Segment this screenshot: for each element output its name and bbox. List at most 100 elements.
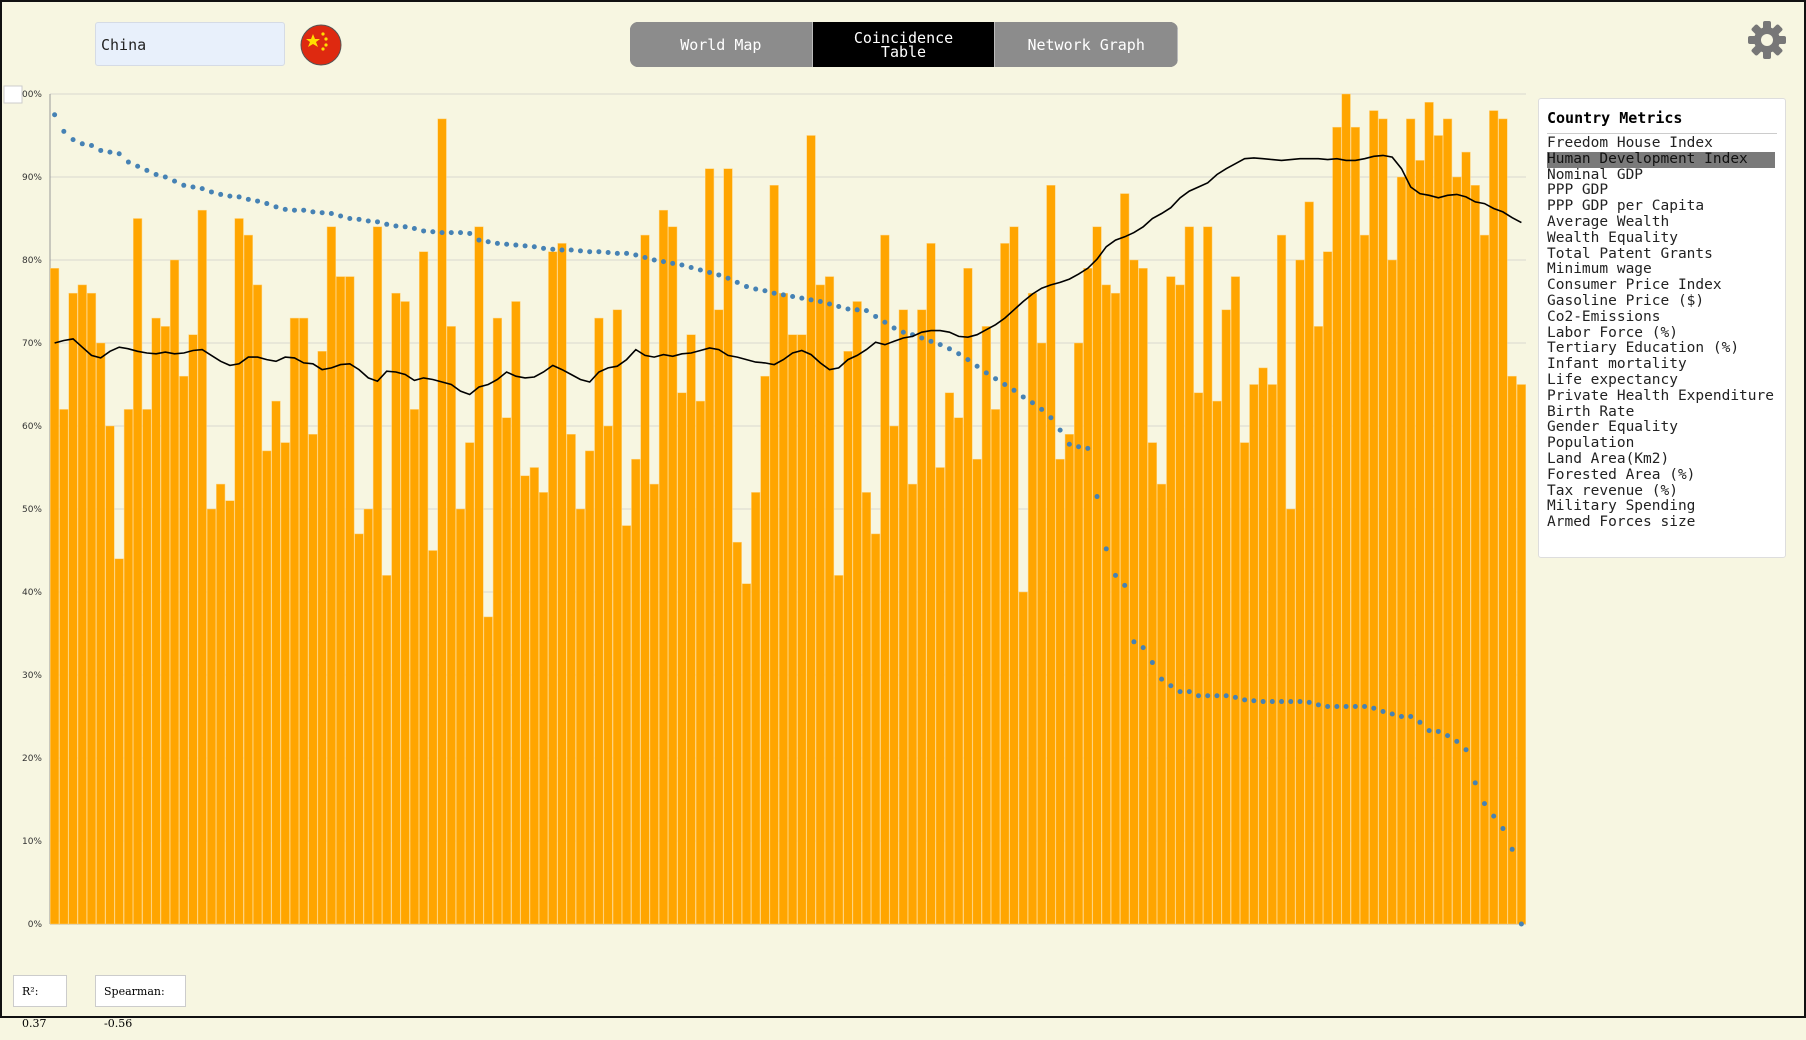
bar: [751, 492, 761, 925]
tab[interactable]: Network Graph: [995, 22, 1178, 67]
bar: [1406, 118, 1416, 925]
dot: [1297, 699, 1303, 705]
metric-item[interactable]: Nominal GDP: [1547, 166, 1644, 183]
bar: [216, 483, 226, 925]
metric-item[interactable]: Armed Forces size: [1547, 514, 1696, 531]
metric-item[interactable]: Minimum wage: [1547, 261, 1652, 278]
bar: [631, 458, 641, 925]
bar: [843, 351, 853, 925]
dot: [162, 174, 168, 180]
bar: [852, 301, 862, 925]
bar: [1461, 151, 1471, 925]
bar: [474, 226, 484, 925]
tab[interactable]: World Map: [630, 22, 813, 67]
bar: [649, 483, 659, 925]
search-box[interactable]: China: [95, 22, 285, 66]
metric-item[interactable]: Life expectancy: [1547, 371, 1678, 388]
dot: [1029, 400, 1035, 406]
dot: [1389, 711, 1395, 717]
bar: [1341, 93, 1351, 925]
dot: [430, 229, 436, 235]
metric-item[interactable]: Gender Equality: [1547, 419, 1678, 436]
bar: [603, 425, 613, 925]
bar: [354, 533, 364, 925]
dot: [1205, 693, 1211, 699]
metric-item[interactable]: Labor Force (%): [1547, 324, 1678, 341]
tab[interactable]: Coincidence Table: [812, 22, 996, 67]
metric-item[interactable]: Forested Area (%): [1547, 466, 1696, 483]
metrics-panel: Country Metrics Freedom House Index Human…: [1538, 98, 1786, 558]
metric-item[interactable]: Co2-Emissions: [1547, 308, 1661, 325]
metric-item[interactable]: Wealth Equality: [1547, 229, 1678, 246]
bar: [446, 326, 456, 925]
dot: [1269, 699, 1275, 705]
metric-item[interactable]: Total Patent Grants: [1547, 245, 1713, 262]
metric-item[interactable]: Private Health Expenditure: [1547, 387, 1774, 404]
dot: [1279, 699, 1285, 705]
dot: [1417, 719, 1423, 725]
bar: [1037, 342, 1047, 925]
bar: [658, 209, 669, 925]
settings-icon[interactable]: [1746, 19, 1788, 61]
bar: [483, 616, 493, 925]
bar: [668, 226, 678, 925]
y-tick-label: 30%: [22, 671, 42, 681]
dot: [273, 204, 279, 210]
dot: [817, 299, 823, 304]
metric-item[interactable]: Land Area(Km2): [1547, 450, 1670, 467]
metric-item[interactable]: Freedom House Index: [1547, 135, 1713, 151]
metric-item[interactable]: Average Wealth: [1547, 213, 1670, 230]
dot: [624, 250, 630, 256]
metric-item[interactable]: PPP GDP per Capita: [1547, 198, 1705, 215]
bar: [1313, 326, 1323, 925]
dot: [411, 225, 417, 231]
metric-item[interactable]: Tax revenue (%): [1547, 482, 1678, 499]
bar: [917, 309, 927, 925]
bar: [382, 575, 392, 925]
dot: [1186, 689, 1192, 695]
dot: [125, 159, 131, 165]
dot: [384, 221, 390, 227]
metric-item[interactable]: Population: [1547, 435, 1635, 452]
dot: [1011, 387, 1017, 393]
metric-list: Freedom House Index Human Development Ind…: [1547, 135, 1777, 531]
dot: [1306, 699, 1312, 705]
bar: [262, 450, 272, 925]
dot: [153, 172, 159, 178]
metric-item[interactable]: Human Development Index: [1547, 151, 1775, 168]
metric-item[interactable]: Consumer Price Index: [1547, 277, 1722, 294]
dot: [208, 189, 214, 195]
r2-stat: R²: 0.37: [13, 975, 67, 1030]
bar: [1452, 176, 1462, 925]
metric-item[interactable]: PPP GDP: [1547, 182, 1609, 199]
bar: [68, 292, 78, 925]
bar: [815, 284, 825, 925]
bar: [705, 168, 715, 925]
metric-item[interactable]: Birth Rate: [1547, 403, 1635, 420]
bar: [123, 409, 133, 925]
bar: [677, 392, 687, 925]
bar: [575, 508, 585, 925]
dot: [328, 211, 334, 217]
bar: [1360, 234, 1370, 925]
metric-item[interactable]: Gasoline Price ($): [1547, 292, 1705, 309]
bar: [1516, 384, 1526, 925]
dot: [1039, 406, 1045, 412]
dot: [1463, 747, 1469, 753]
bar: [308, 434, 318, 925]
metric-item[interactable]: Military Spending: [1547, 498, 1696, 515]
bar: [1267, 384, 1277, 925]
toggle-box[interactable]: [3, 85, 23, 104]
bar: [1018, 591, 1028, 925]
bar: [409, 409, 419, 925]
metric-item[interactable]: Tertiary Education (%): [1547, 340, 1740, 357]
bar: [179, 375, 189, 925]
dot: [172, 178, 178, 184]
bar: [225, 500, 235, 925]
spearman-stat: Spearman: -0.56: [95, 975, 186, 1030]
bar: [834, 575, 844, 925]
dot: [1371, 705, 1377, 711]
dot: [70, 137, 76, 143]
bar: [59, 409, 69, 925]
metric-item[interactable]: Infant mortality: [1547, 356, 1687, 373]
